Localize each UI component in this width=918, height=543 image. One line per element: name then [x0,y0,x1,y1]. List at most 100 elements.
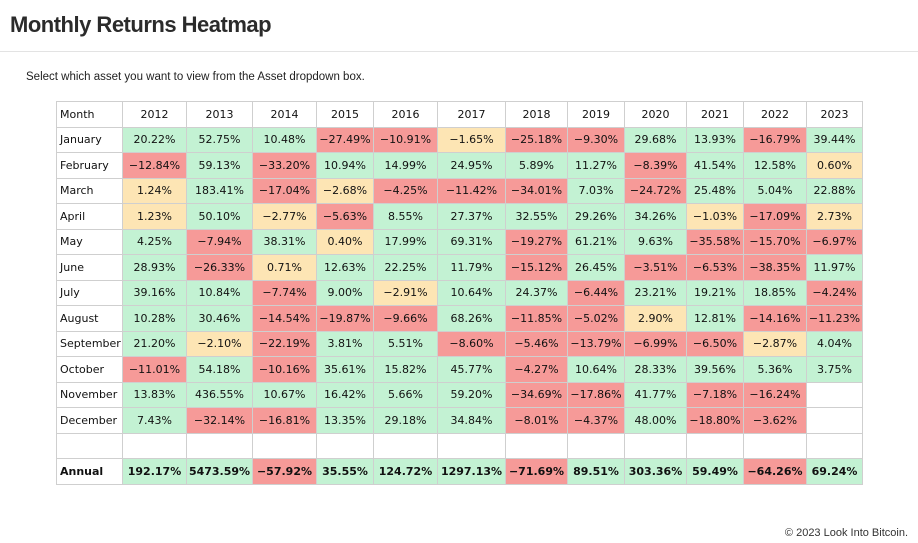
return-cell: 21.20% [122,330,187,357]
return-cell: 23.21% [624,279,687,306]
return-cell: −17.86% [567,381,625,408]
return-cell: 8.55% [373,203,438,230]
table-row: April 1.23% 50.10% −2.77% −5.63% 8.55% 27.37% 3… [56,203,863,230]
return-cell: 7.43% [122,407,187,434]
month-label: August [56,305,123,332]
empty-cell [186,432,253,459]
return-cell: 9.63% [624,228,687,255]
return-cell: 28.93% [122,254,187,281]
year-header-2021: 2021 [686,101,744,128]
month-label: July [56,279,123,306]
year-header-2014: 2014 [252,101,317,128]
return-cell: 5.89% [505,152,568,179]
return-cell: 38.31% [252,228,317,255]
month-label: May [56,228,123,255]
return-cell: 39.56% [686,356,744,383]
annual-return-cell: 89.51% [567,458,625,485]
return-cell: 5.04% [743,177,807,204]
annual-return-cell: 69.24% [806,458,863,485]
table-row: November 13.83% 436.55% 10.67% 16.42% 5.66% 59… [56,381,863,408]
return-cell: 34.26% [624,203,687,230]
table-row: August 10.28% 30.46% −14.54% −19.87% −9.66% 68… [56,305,863,332]
return-cell: −7.74% [252,279,317,306]
return-cell: −2.10% [186,330,253,357]
return-cell: −17.09% [743,203,807,230]
return-cell [806,381,863,408]
return-cell: −4.27% [505,356,568,383]
empty-cell [316,432,374,459]
return-cell: 54.18% [186,356,253,383]
annual-return-cell: 124.72% [373,458,438,485]
return-cell: 13.83% [122,381,187,408]
return-cell: 18.85% [743,279,807,306]
month-label: January [56,126,123,153]
empty-cell [56,432,123,459]
return-cell: −7.18% [686,381,744,408]
year-header-2018: 2018 [505,101,568,128]
return-cell: 22.88% [806,177,863,204]
return-cell: 34.84% [437,407,506,434]
return-cell: −11.42% [437,177,506,204]
return-cell: −1.03% [686,203,744,230]
return-cell: −4.37% [567,407,625,434]
annual-return-cell: 59.49% [686,458,744,485]
return-cell: 0.40% [316,228,374,255]
return-cell: −10.91% [373,126,438,153]
annual-return-cell: 303.36% [624,458,687,485]
return-cell: 48.00% [624,407,687,434]
return-cell: 9.00% [316,279,374,306]
table-row: January 20.22% 52.75% 10.48% −27.49% −10.91% −… [56,126,863,153]
month-label: December [56,407,123,434]
return-cell: 41.77% [624,381,687,408]
return-cell: −14.16% [743,305,807,332]
return-cell: 11.79% [437,254,506,281]
return-cell: −33.20% [252,152,317,179]
return-cell: 1.24% [122,177,187,204]
return-cell: 29.68% [624,126,687,153]
return-cell: −25.18% [505,126,568,153]
return-cell: 14.99% [373,152,438,179]
return-cell: 69.31% [437,228,506,255]
return-cell: −15.12% [505,254,568,281]
return-cell: −15.70% [743,228,807,255]
return-cell: 0.60% [806,152,863,179]
return-cell: −8.01% [505,407,568,434]
return-cell: 22.25% [373,254,438,281]
return-cell: −2.77% [252,203,317,230]
return-cell: 41.54% [686,152,744,179]
return-cell: −5.46% [505,330,568,357]
annual-row: Annual 192.17% 5473.59% −57.92% 35.55% 124.72… [56,458,863,485]
return-cell: −38.35% [743,254,807,281]
return-cell: 45.77% [437,356,506,383]
page-title: Monthly Returns Heatmap [10,12,272,37]
return-cell: 436.55% [186,381,253,408]
year-header-2020: 2020 [624,101,687,128]
return-cell: −2.68% [316,177,374,204]
return-cell: 39.16% [122,279,187,306]
return-cell: −12.84% [122,152,187,179]
return-cell: −6.99% [624,330,687,357]
return-cell: 39.44% [806,126,863,153]
return-cell [806,407,863,434]
return-cell: 59.13% [186,152,253,179]
return-cell: −14.54% [252,305,317,332]
return-cell: −34.01% [505,177,568,204]
return-cell: 12.63% [316,254,374,281]
return-cell: 26.45% [567,254,625,281]
return-cell: −19.87% [316,305,374,332]
return-cell: −4.24% [806,279,863,306]
month-label: March [56,177,123,204]
table-row: June 28.93% −26.33% 0.71% 12.63% 22.25% 11.79%… [56,254,863,281]
return-cell: −6.44% [567,279,625,306]
return-cell: 10.94% [316,152,374,179]
return-cell: 2.73% [806,203,863,230]
year-header-2019: 2019 [567,101,625,128]
return-cell: 24.37% [505,279,568,306]
return-cell: 28.33% [624,356,687,383]
header-row: Month 2012 2013 2014 2015 2016 2017 2018 2019 20… [56,101,863,128]
table-row: December 7.43% −32.14% −16.81% 13.35% 29.18% 3… [56,407,863,434]
return-cell: −22.19% [252,330,317,357]
return-cell: −8.60% [437,330,506,357]
return-cell: −5.02% [567,305,625,332]
month-label: September [56,330,123,357]
